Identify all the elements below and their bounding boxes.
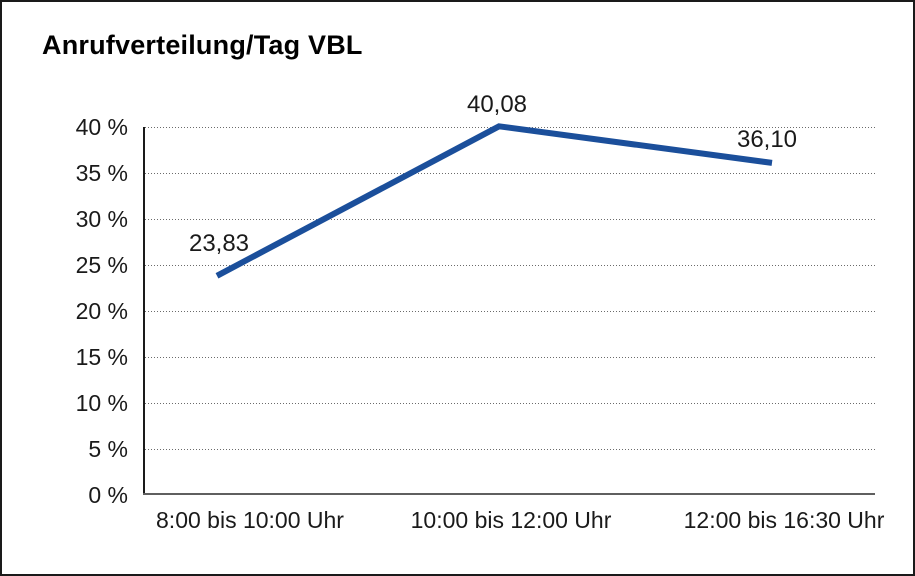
gridline bbox=[145, 311, 875, 312]
gridline bbox=[145, 265, 875, 266]
data-point-label: 40,08 bbox=[466, 91, 528, 118]
gridline bbox=[145, 449, 875, 450]
y-axis-tick-label: 35 % bbox=[75, 160, 128, 186]
chart-title: Anrufverteilung/Tag VBL bbox=[42, 30, 363, 60]
y-axis-line bbox=[143, 127, 145, 495]
x-axis-line bbox=[143, 493, 875, 495]
y-axis-tick-label: 40 % bbox=[75, 114, 128, 140]
y-axis-tick-label: 25 % bbox=[75, 252, 128, 278]
data-point-label: 23,83 bbox=[188, 230, 250, 257]
y-axis-tick-label: 30 % bbox=[75, 206, 128, 232]
x-axis-category-label: 10:00 bis 12:00 Uhr bbox=[410, 507, 612, 533]
x-axis-category-label: 12:00 bis 16:30 Uhr bbox=[683, 507, 885, 533]
gridline bbox=[145, 403, 875, 404]
y-axis-tick-label: 15 % bbox=[75, 344, 128, 370]
gridline bbox=[145, 173, 875, 174]
y-axis-tick-label: 0 % bbox=[88, 482, 128, 508]
y-axis-tick-label: 10 % bbox=[75, 390, 128, 416]
y-axis-tick-label: 5 % bbox=[88, 436, 128, 462]
data-point-label: 36,10 bbox=[736, 126, 798, 153]
y-axis-tick-label: 20 % bbox=[75, 298, 128, 324]
x-axis-category-label: 8:00 bis 10:00 Uhr bbox=[156, 507, 344, 533]
gridline bbox=[145, 219, 875, 220]
gridline bbox=[145, 357, 875, 358]
